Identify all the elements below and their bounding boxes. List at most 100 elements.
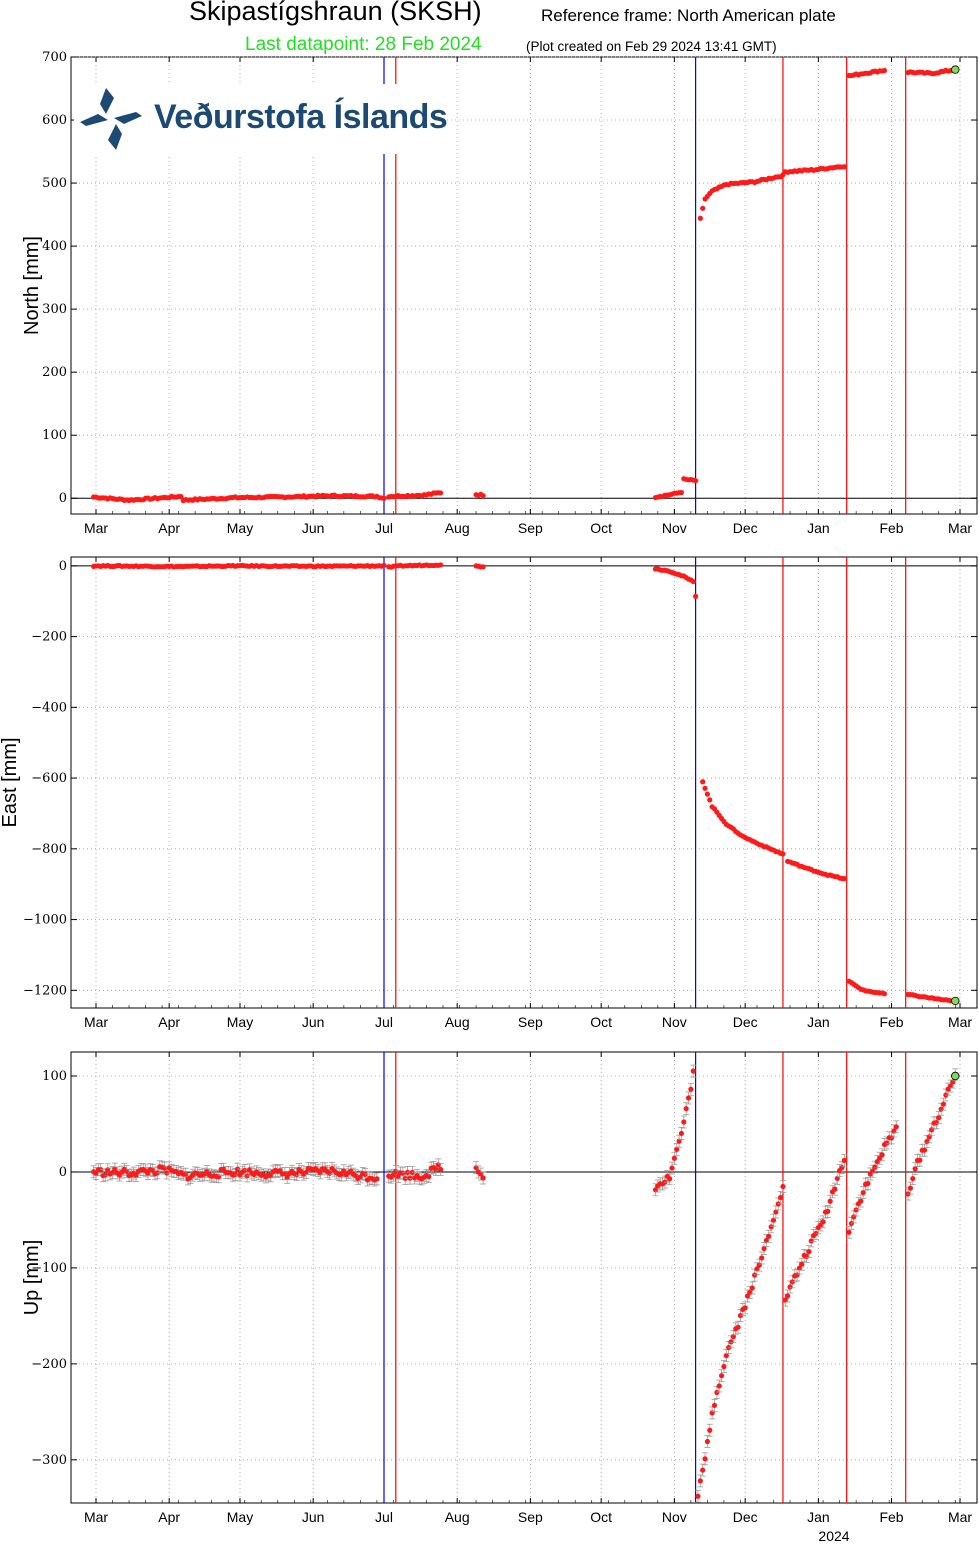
data-point — [910, 1175, 916, 1182]
data-point — [426, 1174, 432, 1180]
data-point — [803, 1253, 810, 1259]
vedurstofa-logo-icon — [80, 88, 142, 150]
data-point — [723, 1353, 729, 1359]
y-tick-label: 0 — [59, 1165, 67, 1180]
x-tick-label: Nov — [662, 520, 687, 536]
x-tick-label: Jun — [302, 1014, 325, 1030]
data-point — [714, 1389, 720, 1396]
x-tick-label: Jul — [375, 520, 393, 536]
x-tick-label: Oct — [590, 520, 612, 536]
data-point — [888, 1135, 895, 1141]
data-point — [341, 1168, 347, 1174]
data-point — [667, 1176, 673, 1182]
x-tick-label: Aug — [445, 1509, 470, 1525]
y-tick-label: 0 — [59, 559, 67, 574]
data-point — [112, 1166, 118, 1172]
reference-frame-label: Reference frame: North American plate — [541, 6, 836, 25]
data-point — [478, 1171, 484, 1177]
data-point — [884, 1140, 890, 1146]
data-point — [834, 1175, 840, 1182]
data-point — [381, 562, 387, 568]
data-point — [161, 1165, 168, 1171]
x-tick-label: Apr — [158, 520, 180, 536]
data-point — [860, 1189, 866, 1196]
data-point — [480, 493, 486, 499]
data-point — [678, 489, 685, 496]
data-point — [893, 1124, 899, 1130]
data-point — [164, 1170, 170, 1176]
x-tick-label: Feb — [879, 1014, 903, 1030]
data-point — [338, 1172, 345, 1178]
y-tick-label: −1200 — [23, 983, 67, 998]
y-tick-label: −300 — [31, 1453, 67, 1468]
data-point — [124, 1168, 130, 1174]
data-point — [827, 1198, 833, 1204]
x-tick-label: Jan — [807, 520, 830, 536]
data-point — [851, 1214, 857, 1220]
x-tick-label: Sep — [518, 1509, 543, 1525]
y-tick-label: −1000 — [23, 913, 67, 928]
y-tick-label: −400 — [31, 700, 67, 715]
data-point — [105, 1167, 111, 1173]
data-point — [921, 1147, 928, 1153]
x-tick-label: Jun — [302, 520, 325, 536]
data-point — [799, 1261, 805, 1267]
last-data-point — [951, 65, 960, 74]
data-point — [702, 785, 708, 791]
data-point — [841, 1157, 847, 1163]
data-point — [759, 1255, 765, 1261]
y-tick-label: 100 — [42, 428, 67, 443]
data-point — [825, 1208, 831, 1214]
data-point — [770, 1217, 777, 1223]
data-point — [688, 1086, 694, 1092]
data-point — [929, 1127, 935, 1133]
data-point — [846, 1229, 852, 1235]
data-point — [690, 578, 696, 585]
data-point — [768, 1224, 774, 1230]
data-point — [102, 1172, 109, 1178]
data-point — [865, 1180, 871, 1187]
data-point — [697, 215, 703, 221]
data-point — [294, 1172, 300, 1178]
data-point — [700, 779, 706, 785]
x-tick-label: Mar — [84, 520, 108, 536]
y-tick-label: 700 — [42, 50, 67, 65]
data-point — [282, 1170, 288, 1177]
x-tick-label: Dec — [733, 1014, 758, 1030]
data-point — [671, 1155, 677, 1161]
data-point — [950, 1079, 956, 1085]
data-point — [872, 1164, 878, 1170]
year-label: 2024 — [818, 1528, 849, 1544]
y-tick-label: −200 — [31, 630, 67, 645]
last-datapoint-label: Last datapoint: 28 Feb 2024 — [245, 34, 482, 55]
data-point — [728, 1339, 734, 1345]
x-tick-label: Aug — [445, 1014, 470, 1030]
data-point — [685, 1095, 692, 1101]
y-tick-label: 100 — [42, 1069, 67, 1084]
y-tick-label: 500 — [42, 176, 67, 191]
data-point — [841, 876, 847, 882]
data-point — [707, 797, 713, 803]
x-tick-label: Mar — [84, 1509, 108, 1525]
data-point — [796, 1265, 803, 1271]
data-point — [735, 1324, 741, 1330]
data-point — [700, 205, 706, 211]
data-point — [924, 1138, 930, 1145]
y-axis-title: East [mm] — [0, 737, 21, 827]
data-point — [232, 1171, 238, 1177]
y-tick-label: 200 — [42, 365, 67, 380]
data-point — [390, 1172, 397, 1178]
x-tick-label: Jul — [375, 1509, 393, 1525]
data-point — [777, 1194, 784, 1201]
data-point — [912, 1166, 918, 1172]
data-point — [742, 1305, 748, 1311]
vedurstofa-logo: Veðurstofa Íslands — [74, 84, 448, 154]
x-tick-label: Nov — [662, 1014, 687, 1030]
data-point — [704, 791, 711, 797]
x-tick-label: May — [227, 1014, 253, 1030]
x-tick-label: Jun — [302, 1509, 325, 1525]
plot-created-label: (Plot created on Feb 29 2024 13:41 GMT) — [526, 39, 777, 54]
x-tick-label: Mar — [948, 520, 972, 536]
data-point — [480, 1175, 486, 1181]
